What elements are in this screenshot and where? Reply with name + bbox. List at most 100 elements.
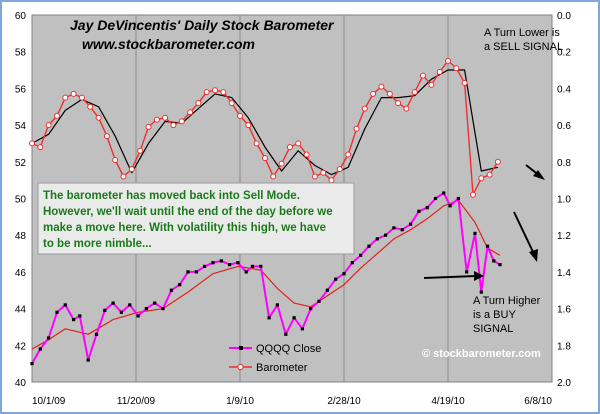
barometer-point (237, 112, 243, 119)
qqqq-close-point (485, 244, 490, 248)
sell-arrow-upper-head (533, 170, 545, 180)
qqqq-close-point (325, 288, 329, 292)
barometer-point (494, 158, 501, 165)
barometer-point (128, 166, 135, 173)
barometer-point (120, 173, 127, 180)
qqqq-close-point (86, 358, 90, 362)
barometer-point (445, 57, 451, 64)
qqqq-close-point (128, 303, 132, 307)
barometer-point (361, 105, 368, 112)
barometer-point (486, 171, 493, 178)
qqqq-close-point (111, 301, 115, 305)
qqqq-close-point (186, 270, 190, 274)
qqqq-close-point (153, 301, 157, 305)
qqqq-close-point (425, 206, 429, 210)
barometer-point (420, 72, 426, 79)
qqqq-close-point (55, 310, 59, 314)
qqqq-close-point (144, 307, 148, 311)
y-right-tick-label: 0.8 (557, 158, 571, 169)
barometer-point (95, 114, 102, 121)
y-left-tick-label: 48 (15, 231, 27, 242)
qqqq-close-point (228, 263, 232, 267)
barometer-point (153, 116, 160, 123)
barometer-point (428, 81, 435, 88)
qqqq-close-point (292, 316, 296, 320)
qqqq-close-point (203, 264, 207, 268)
qqqq-close-point (359, 253, 363, 257)
y-left-tick-label: 46 (15, 268, 27, 279)
annotation-note-box: The barometer has moved back into Sell M… (37, 182, 355, 255)
legend-barometer-marker (237, 363, 244, 371)
barometer-point (170, 122, 177, 129)
qqqq-close-point (309, 307, 313, 311)
barometer-point (345, 151, 352, 158)
chart-title: Jay DeVincentis' Daily Stock Barometer (70, 17, 335, 33)
barometer-point (470, 191, 476, 198)
qqqq-close-point (244, 270, 248, 274)
barometer-point (395, 100, 402, 107)
qqqq-close-point (103, 308, 107, 312)
qqqq-close-point (375, 237, 379, 241)
barometer-point (370, 90, 377, 97)
buy-annotation-line-3: SIGNAL (473, 323, 513, 335)
qqqq-close-point (498, 263, 502, 267)
qqqq-close-point (136, 314, 140, 318)
barometer-point (195, 100, 202, 107)
qqqq-close-point (367, 244, 371, 248)
legend-qqqq-marker (239, 346, 243, 350)
y-right-tick-label: 1.6 (557, 305, 571, 316)
buy-annotation-line-2: is a BUY (473, 309, 516, 321)
y-left-tick-label: 54 (15, 121, 27, 132)
barometer-point (320, 169, 327, 176)
qqqq-close-point (38, 347, 42, 351)
barometer-point (328, 177, 335, 184)
qqqq-close-point (194, 270, 198, 274)
barometer-point (203, 89, 210, 96)
qqqq-close-point (236, 261, 240, 265)
qqqq-close-point (334, 277, 338, 281)
copyright-text: © stockbarometer.com (422, 348, 541, 360)
y-left-tick-label: 40 (15, 378, 27, 389)
barometer-point (145, 123, 152, 130)
qqqq-close-point (72, 318, 76, 322)
y-left-tick-label: 60 (15, 11, 27, 22)
qqqq-close-point (317, 299, 321, 303)
qqqq-close-point (161, 307, 165, 311)
barometer-point (336, 166, 343, 173)
barometer-point (286, 144, 293, 151)
legend: QQQQ Close Barometer (229, 343, 321, 374)
barometer-point (137, 147, 144, 154)
barometer-point (353, 125, 360, 132)
sell-arrow-lower (513, 211, 535, 255)
barometer-point (162, 114, 169, 121)
x-tick-label: 2/28/10 (327, 396, 361, 407)
barometer-point (78, 94, 85, 101)
buy-annotation-line-1: A Turn Higher (473, 295, 541, 307)
qqqq-close-point (492, 259, 496, 263)
legend-qqqq-label: QQQQ Close (256, 343, 321, 355)
barometer-point (187, 109, 194, 116)
qqqq-close-point (448, 204, 452, 208)
y-left-tick-label: 52 (15, 158, 27, 169)
qqqq-close-point (473, 231, 477, 235)
barometer-point (245, 122, 252, 129)
y-left-tick-label: 58 (15, 48, 27, 59)
barometer-point (461, 79, 468, 86)
chart-subtitle: www.stockbarometer.com (82, 36, 255, 52)
y-right-tick-label: 0.6 (557, 121, 571, 132)
qqqq-close-point (169, 288, 173, 292)
barometer-point (303, 151, 310, 158)
qqqq-close-point (178, 283, 182, 287)
qqqq-close-point (284, 332, 288, 336)
qqqq-close-point (465, 270, 469, 274)
barometer-point (112, 157, 119, 163)
barometer-point (87, 103, 94, 110)
qqqq-close-point (433, 196, 438, 201)
qqqq-close-point (47, 336, 51, 340)
qqqq-close-point (259, 264, 263, 268)
qqqq-moving-average-line (31, 199, 501, 350)
barometer-point (270, 173, 277, 180)
barometer-point (278, 160, 285, 167)
barometer-signal-line (31, 69, 499, 176)
barometer-point (311, 173, 318, 180)
